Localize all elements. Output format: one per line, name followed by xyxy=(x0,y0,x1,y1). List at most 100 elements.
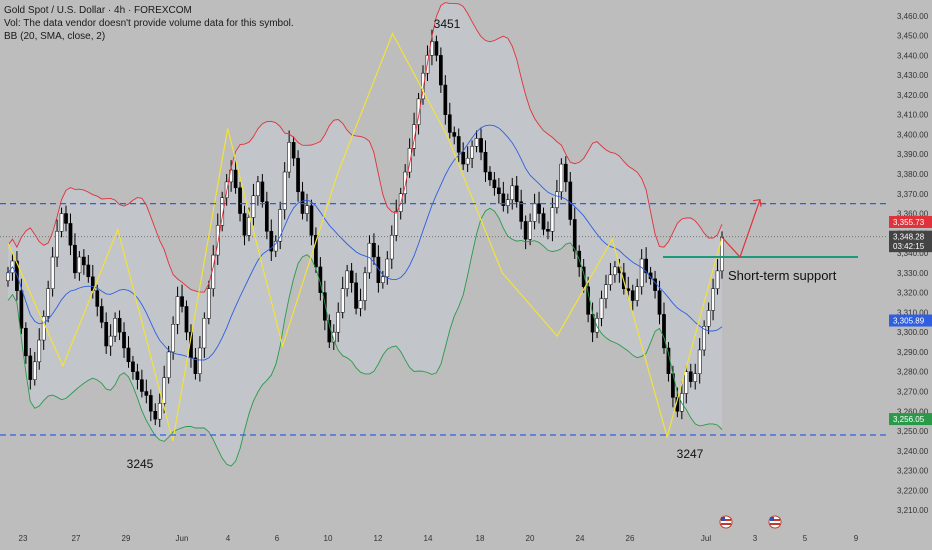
candle-body xyxy=(24,327,28,357)
candle-body xyxy=(568,181,573,220)
candle-body xyxy=(238,187,242,214)
candle-body xyxy=(206,288,211,319)
candle-body xyxy=(242,213,247,236)
time-axis: 23 27 29 Jun 4 6 10 12 14 18 20 24 26 Jul 3 5 9 xyxy=(19,534,859,543)
price-tick-label: 3,310.00 xyxy=(897,308,929,317)
price-tick-label: 3,340.00 xyxy=(897,249,929,258)
candle-body xyxy=(559,163,564,193)
price-tick-label: 3,460.00 xyxy=(897,12,929,21)
candle-body xyxy=(144,391,149,396)
time-tick-label: 24 xyxy=(576,534,585,543)
price-tick-label: 3,420.00 xyxy=(897,91,929,100)
time-tick-label: 18 xyxy=(476,534,485,543)
price-tick-label: 3,320.00 xyxy=(897,289,929,298)
candle-body xyxy=(639,258,644,287)
time-tick-label: 10 xyxy=(324,534,333,543)
candle-body xyxy=(256,181,260,196)
candle-body xyxy=(202,318,207,349)
candle-body xyxy=(296,157,300,193)
price-tick-label: 3,230.00 xyxy=(897,467,929,476)
candle-body xyxy=(282,171,287,210)
candle-body xyxy=(95,290,100,307)
candle-body xyxy=(198,347,202,374)
bb-band-fill xyxy=(8,2,722,467)
candle-body xyxy=(662,314,666,349)
symbol-title[interactable]: Gold Spot / U.S. Dollar · 4h · FOREXCOM xyxy=(4,5,192,16)
price-tick-label: 3,220.00 xyxy=(897,486,929,495)
candle-body xyxy=(483,151,488,173)
candle-body xyxy=(28,355,33,380)
candle-body xyxy=(331,331,336,343)
time-tick-label: Jun xyxy=(176,534,189,543)
candle-body xyxy=(59,213,64,232)
candle-body xyxy=(635,286,640,301)
candle-body xyxy=(354,282,358,309)
candle-body xyxy=(465,157,470,165)
candle-body xyxy=(456,136,461,153)
candle-body xyxy=(135,371,140,380)
candle-body xyxy=(381,276,385,283)
time-tick-label: 20 xyxy=(526,534,535,543)
price-tick-label: 3,370.00 xyxy=(897,190,929,199)
candle-body xyxy=(77,256,82,274)
candle-body xyxy=(166,351,171,378)
candle-body xyxy=(349,270,354,283)
candle-body xyxy=(407,148,412,173)
time-tick-label: 27 xyxy=(72,534,81,543)
candle-body xyxy=(389,235,394,260)
price-badge-label: 3,355.73 xyxy=(893,218,925,227)
candle-body xyxy=(269,231,274,252)
price-tick-label: 3,440.00 xyxy=(897,51,929,60)
projection-arrow-path xyxy=(721,199,761,259)
candle-body xyxy=(447,114,452,133)
price-tick-label: 3,330.00 xyxy=(897,269,929,278)
candle-body xyxy=(470,146,474,159)
candle-body xyxy=(697,349,702,374)
price-badge xyxy=(889,215,932,228)
candle-body xyxy=(358,300,363,309)
flag-stripe xyxy=(770,519,780,521)
candle-body xyxy=(273,240,278,252)
candle-body xyxy=(220,197,225,226)
candle-body xyxy=(510,185,515,200)
price-badge-label: 3,305.89 xyxy=(893,317,925,326)
flag-stripe xyxy=(721,519,731,521)
candle-body xyxy=(287,142,291,173)
candle-body xyxy=(247,217,251,236)
zigzag-pattern xyxy=(7,32,723,442)
flag-stripe xyxy=(770,523,780,525)
candle-body xyxy=(46,288,51,317)
annotation-short-term-support: Short-term support xyxy=(728,268,837,283)
volume-note: Vol: The data vendor doesn't provide vol… xyxy=(4,18,294,29)
candle-body xyxy=(318,266,323,293)
candle-body xyxy=(421,72,425,100)
price-tick-label: 3,430.00 xyxy=(897,71,929,80)
candle-body xyxy=(644,258,648,274)
price-badge-label: 03:42:15 xyxy=(893,242,925,251)
price-badge xyxy=(889,240,932,253)
candle-body xyxy=(599,298,604,319)
candle-body xyxy=(99,306,104,323)
candle-body xyxy=(550,207,555,232)
candle-body xyxy=(505,199,510,206)
time-tick-label: 26 xyxy=(626,534,635,543)
candle-body xyxy=(555,191,559,208)
candle-body xyxy=(474,138,479,147)
time-tick-label: 12 xyxy=(374,534,383,543)
candle-body xyxy=(706,310,711,327)
candle-body xyxy=(73,244,77,274)
projection-arrow-head xyxy=(752,199,762,207)
time-tick-label: 29 xyxy=(122,534,131,543)
time-tick-label: 6 xyxy=(275,534,280,543)
price-tick-label: 3,390.00 xyxy=(897,150,929,159)
candle-body xyxy=(443,84,448,115)
candle-body xyxy=(86,264,91,278)
bb-indicator-label[interactable]: BB (20, SMA, close, 2) xyxy=(4,31,106,42)
candle-body xyxy=(19,290,24,329)
candle-body xyxy=(412,124,416,149)
candle-body xyxy=(488,171,492,181)
candle-body xyxy=(6,272,10,282)
candle-body xyxy=(291,142,296,159)
